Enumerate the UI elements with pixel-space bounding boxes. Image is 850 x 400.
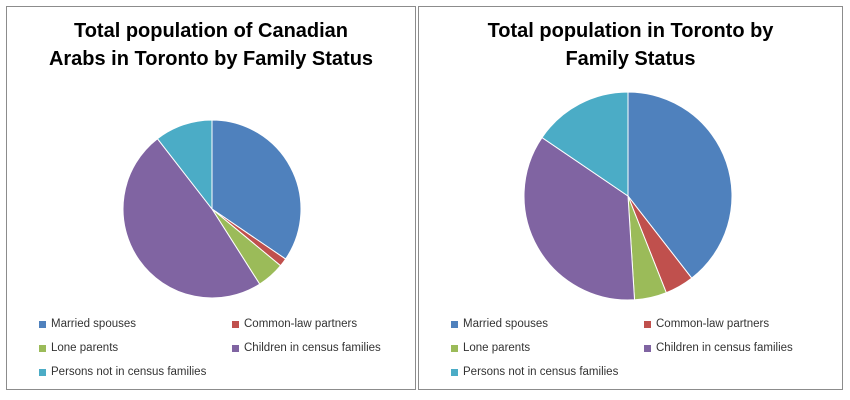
- legend-swatch: [39, 368, 46, 376]
- legend-item: Persons not in census families: [451, 366, 618, 378]
- legend-label: Persons not in census families: [463, 366, 619, 378]
- legend-label: Children in census families: [656, 342, 793, 354]
- pie-slice-persons-not-in-census-families: [541, 91, 629, 197]
- chart-title: Total population of Canadian Arabs in To…: [48, 20, 374, 70]
- legend-swatch: [232, 344, 239, 352]
- legend-label: Lone parents: [51, 342, 119, 354]
- legend-swatch: [451, 320, 458, 328]
- legend-swatch: [451, 344, 458, 352]
- pie-slice-persons-not-in-census-families: [156, 119, 213, 211]
- legend-label: Married spouses: [463, 318, 549, 330]
- legend-item: Married spouses: [451, 318, 548, 330]
- legend-item: Common-law partners: [232, 318, 357, 330]
- legend-item: Children in census families: [232, 342, 381, 354]
- chart-title: Total population in Toronto by Family St…: [487, 20, 774, 70]
- legend-label: Common-law partners: [656, 318, 770, 330]
- chart-panel-toronto: Total population in Toronto by Family St…: [418, 6, 843, 390]
- pie-slice-married-spouses: [211, 119, 302, 260]
- legend-swatch: [232, 320, 239, 328]
- legend-item: Lone parents: [451, 342, 530, 354]
- chart-panel-arabs: Total population of Canadian Arabs in To…: [6, 6, 416, 390]
- legend-label: Persons not in census families: [51, 366, 207, 378]
- pie-slice-children-in-census-families: [523, 136, 636, 301]
- legend-swatch: [39, 320, 46, 328]
- pie-chart: [122, 119, 302, 299]
- legend-swatch: [644, 320, 651, 328]
- legend-swatch: [39, 344, 46, 352]
- legend-swatch: [644, 344, 651, 352]
- legend-label: Children in census families: [244, 342, 381, 354]
- legend-item: Children in census families: [644, 342, 793, 354]
- legend-item: Persons not in census families: [39, 366, 206, 378]
- legend-label: Married spouses: [51, 318, 137, 330]
- pie-chart: [523, 91, 733, 301]
- legend-label: Lone parents: [463, 342, 531, 354]
- pie-slice-children-in-census-families: [122, 137, 261, 299]
- legend-swatch: [451, 368, 458, 376]
- legend-item: Married spouses: [39, 318, 136, 330]
- legend-item: Lone parents: [39, 342, 118, 354]
- pie-slice-married-spouses: [627, 91, 733, 279]
- legend-item: Common-law partners: [644, 318, 769, 330]
- legend-label: Common-law partners: [244, 318, 358, 330]
